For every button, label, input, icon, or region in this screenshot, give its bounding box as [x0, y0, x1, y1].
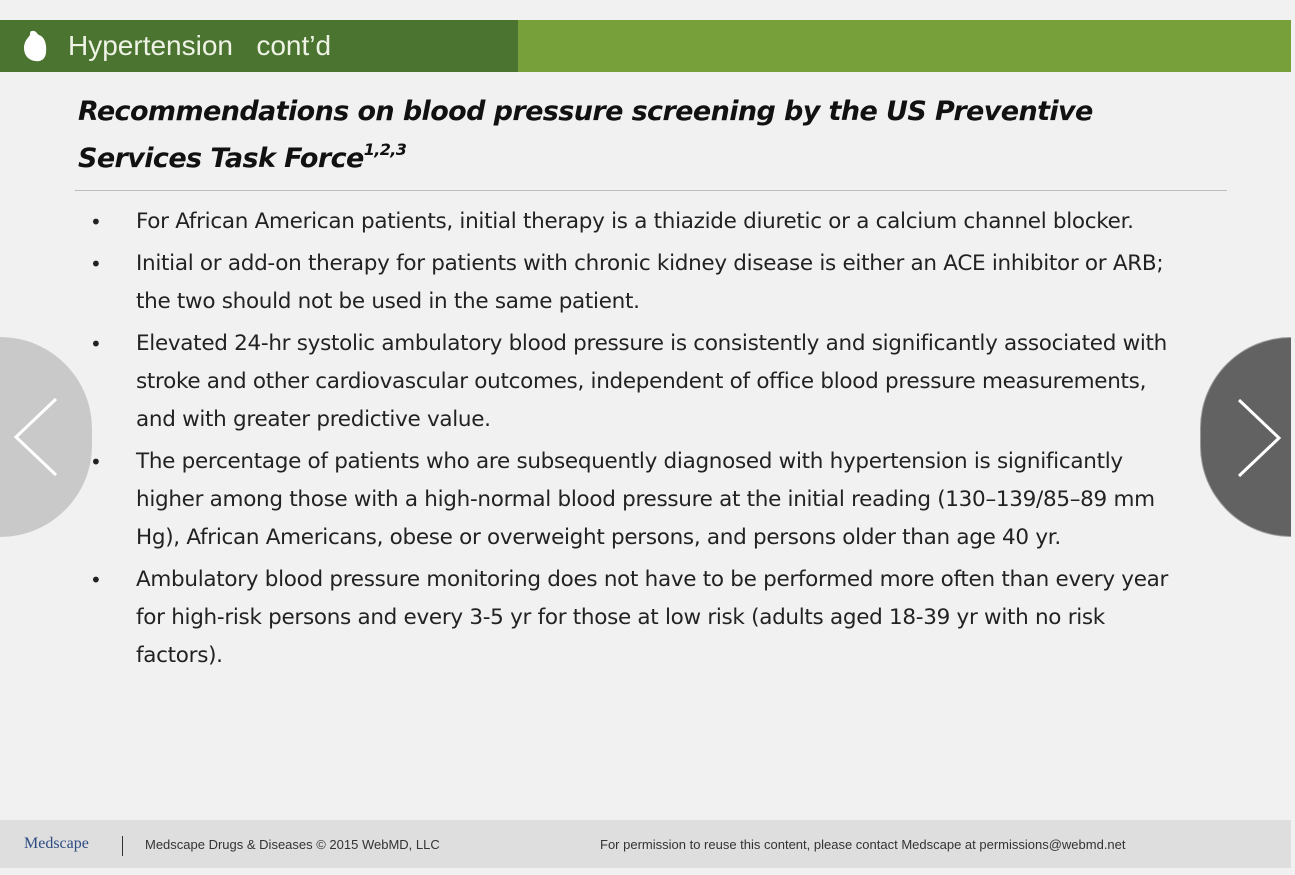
list-item: • Elevated 24-hr systolic ambulatory bloo…: [90, 325, 1170, 439]
list-item: • Initial or add-on therapy for patients …: [90, 245, 1170, 321]
heart-icon: [24, 30, 47, 62]
list-item: • Ambulatory blood pressure monitoring do…: [90, 561, 1170, 675]
previous-slide-button[interactable]: [0, 337, 92, 537]
list-item: • For African American patients, initial …: [90, 203, 1170, 241]
heading-references: 1,2,3: [363, 140, 407, 159]
divider: [75, 190, 1227, 191]
next-slide-button[interactable]: [1200, 337, 1291, 537]
bullet-icon: •: [90, 450, 102, 474]
heading-text: Recommendations on blood pressure screen…: [78, 96, 1093, 174]
bullet-icon: •: [90, 210, 102, 234]
bullet-text: For African American patients, initial t…: [136, 209, 1134, 234]
footer-separator: [122, 836, 123, 856]
bullet-icon: •: [90, 252, 102, 276]
chevron-right-icon: [1237, 398, 1282, 478]
title-bar: Hypertension cont’d: [0, 20, 1291, 72]
bullet-icon: •: [90, 568, 102, 592]
medscape-logo: Medscape: [24, 835, 89, 852]
slide-section-title: Hypertension cont’d: [68, 30, 332, 61]
bullet-text: The percentage of patients who are subse…: [136, 449, 1155, 550]
slide-heading: Recommendations on blood pressure screen…: [78, 88, 1208, 182]
chevron-left-icon: [13, 397, 58, 477]
permission-text: For permission to reuse this content, pl…: [600, 837, 1126, 852]
title-bar-accent: [518, 20, 1291, 72]
bullet-list: • For African American patients, initial …: [90, 203, 1170, 679]
footer: Medscape Medscape Drugs & Diseases © 201…: [0, 820, 1291, 868]
bullet-text: Ambulatory blood pressure monitoring doe…: [136, 567, 1169, 668]
bullet-text: Initial or add-on therapy for patients w…: [136, 251, 1164, 314]
list-item: • The percentage of patients who are subs…: [90, 443, 1170, 557]
copyright-text: Medscape Drugs & Diseases © 2015 WebMD, …: [145, 837, 440, 852]
title-bar-dark: Hypertension cont’d: [0, 20, 518, 72]
bullet-icon: •: [90, 332, 102, 356]
bullet-text: Elevated 24-hr systolic ambulatory blood…: [136, 331, 1168, 432]
